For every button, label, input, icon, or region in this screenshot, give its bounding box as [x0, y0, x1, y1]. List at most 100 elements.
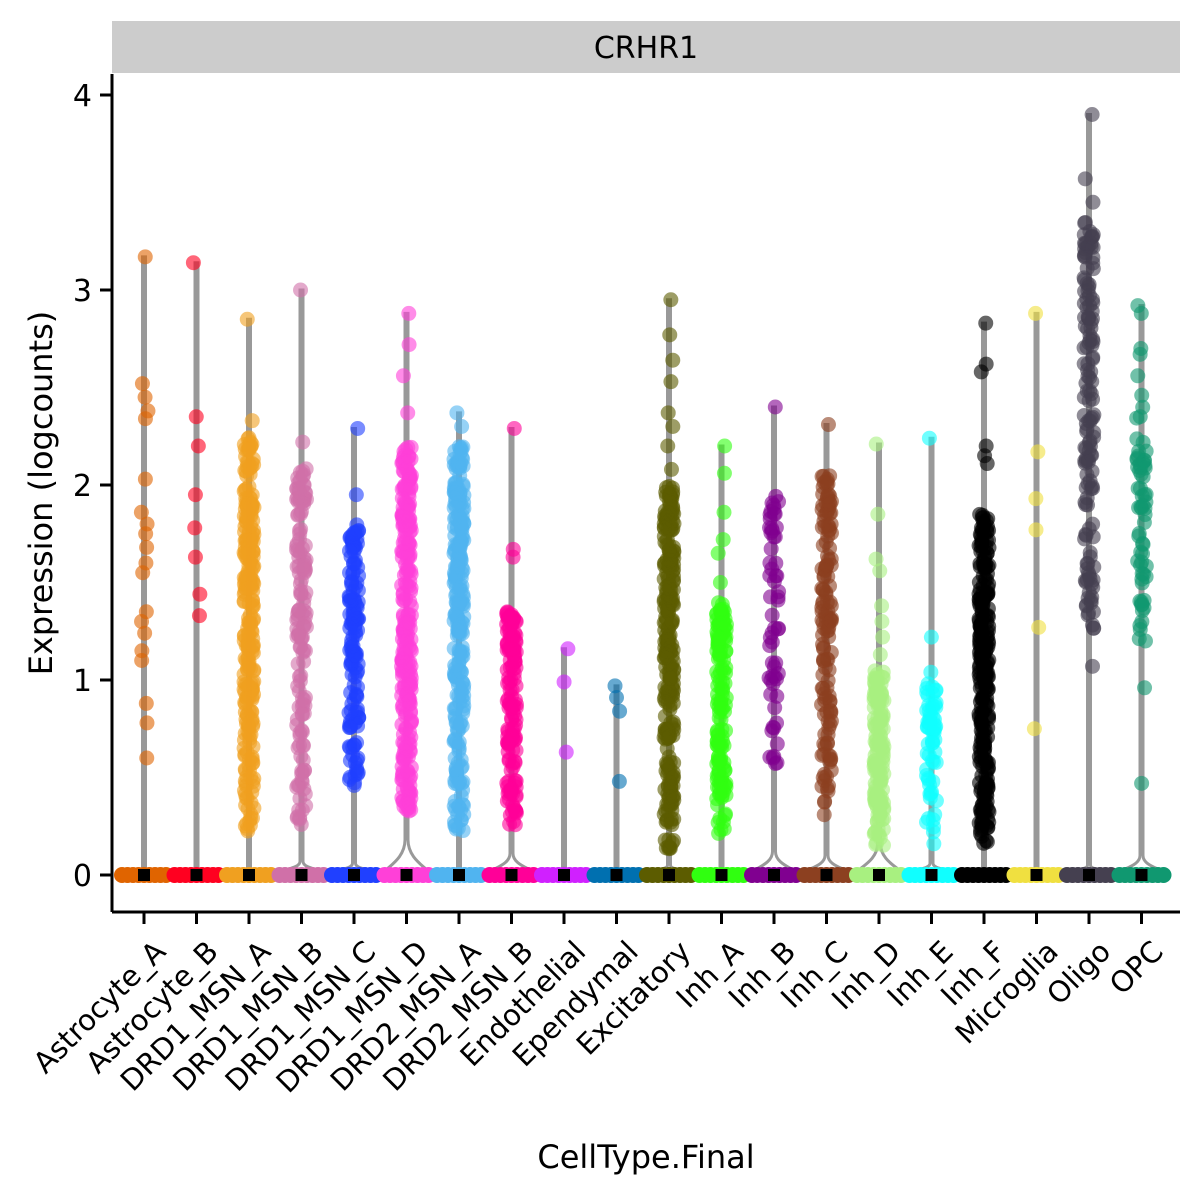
point-Ependymal [612, 703, 628, 719]
point-Excitatory [663, 292, 679, 308]
point-Oligo [1085, 194, 1101, 210]
point-DRD1_MSN_A [245, 718, 261, 734]
point-Excitatory [663, 779, 679, 795]
point-OPC [1133, 305, 1149, 321]
point-Astrocyte_B [190, 438, 206, 454]
median-DRD1_MSN_D [400, 869, 413, 881]
violin-Astrocyte_B [170, 261, 223, 880]
point-Inh_F [980, 601, 996, 617]
point-Excitatory [661, 494, 677, 510]
point-Astrocyte_A [139, 715, 155, 731]
point-DRD1_MSN_C [343, 575, 359, 590]
point-Oligo [1079, 383, 1095, 399]
point-OPC [1130, 368, 1146, 384]
point-DRD1_MSN_D [401, 305, 417, 321]
point-Inh_E [921, 430, 937, 446]
point-Excitatory [663, 461, 679, 477]
point-OPC [1135, 536, 1151, 552]
median-Excitatory [663, 869, 675, 881]
point-Inh_C [822, 748, 838, 764]
point-DRD2_MSN_A [448, 485, 464, 501]
point-Oligo [1082, 571, 1098, 587]
point-Endothelial [560, 641, 576, 657]
point-DRD1_MSN_D [400, 405, 416, 421]
median-Inh_F [978, 869, 990, 881]
point-Oligo [1085, 295, 1101, 311]
point-DRD1_MSN_D [395, 368, 411, 384]
point-DRD2_MSN_B [505, 549, 521, 565]
point-OPC [1134, 597, 1150, 613]
point-OPC [1134, 775, 1150, 791]
point-Inh_F [973, 364, 989, 380]
point-Astrocyte_A [139, 539, 155, 555]
point-Inh_A [715, 814, 731, 830]
point-Inh_A [716, 754, 732, 770]
point-DRD1_MSN_B [292, 464, 308, 480]
point-Astrocyte_A [137, 471, 153, 487]
violins-layer [118, 113, 1168, 880]
point-DRD2_MSN_A [451, 678, 467, 694]
x-ticks-layer: Astrocyte_AAstrocyte_BDRD1_MSN_ADRD1_MSN… [27, 912, 1170, 1099]
point-DRD2_MSN_A [452, 539, 468, 555]
point-Astrocyte_A [134, 653, 150, 668]
point-DRD1_MSN_C [343, 703, 359, 719]
point-Inh_E [923, 629, 939, 645]
point-DRD1_MSN_A [244, 557, 260, 573]
point-DRD1_MSN_C [350, 765, 366, 781]
point-DRD1_MSN_B [294, 707, 310, 723]
point-Inh_D [874, 598, 890, 614]
point-Oligo [1080, 356, 1096, 372]
point-Astrocyte_A [137, 411, 153, 427]
point-Excitatory [659, 602, 675, 618]
point-DRD1_MSN_D [403, 598, 419, 614]
point-Excitatory [664, 615, 680, 631]
point-DRD1_MSN_B [296, 692, 312, 708]
median-Inh_A [715, 869, 728, 881]
y-ticks-layer: 0 1 2 3 4 [73, 79, 112, 894]
point-DRD2_MSN_A [448, 759, 464, 775]
point-DRD1_MSN_C [344, 666, 360, 682]
point-DRD1_MSN_D [403, 790, 419, 806]
point-DRD2_MSN_A [451, 596, 467, 612]
point-Inh_B [764, 607, 780, 623]
point-DRD2_MSN_A [453, 788, 469, 804]
median-DRD1_MSN_B [295, 869, 308, 881]
point-DRD2_MSN_A [447, 701, 463, 717]
median-Microglia [1030, 869, 1043, 881]
point-DRD1_MSN_D [403, 566, 419, 582]
point-Inh_B [762, 629, 778, 645]
point-Inh_D [866, 826, 882, 842]
point-DRD2_MSN_A [447, 443, 463, 459]
point-DRD1_MSN_D [394, 651, 410, 667]
point-Inh_D [872, 803, 888, 819]
point-Inh_D [874, 614, 890, 629]
y-tick-label-0: 0 [73, 859, 92, 894]
median-Astrocyte_B [190, 869, 203, 881]
point-OPC [1137, 680, 1153, 696]
point-Excitatory [659, 796, 675, 812]
point-DRD1_MSN_C [342, 620, 358, 636]
point-Inh_A [709, 772, 725, 788]
point-Inh_C [820, 783, 836, 799]
point-Oligo [1084, 337, 1100, 353]
point-DRD1_MSN_C [345, 526, 361, 542]
point-Endothelial [558, 744, 574, 760]
point-DRD1_MSN_A [238, 569, 254, 585]
median-Astrocyte_A [138, 869, 150, 881]
point-Inh_C [816, 475, 832, 491]
point-DRD1_MSN_B [293, 668, 309, 684]
point-DRD2_MSN_B [504, 781, 520, 797]
point-DRD2_MSN_A [449, 721, 465, 737]
point-Inh_D [875, 629, 891, 645]
point-Inh_E [927, 807, 943, 823]
point-Excitatory [660, 405, 676, 421]
point-DRD1_MSN_D [397, 620, 413, 636]
point-Inh_B [768, 655, 784, 671]
point-DRD1_MSN_A [240, 626, 256, 642]
median-DRD1_MSN_C [348, 869, 360, 881]
point-Inh_F [971, 709, 987, 725]
point-Inh_F [974, 652, 990, 668]
point-Ependymal [611, 773, 627, 789]
median-Ependymal [610, 869, 623, 881]
